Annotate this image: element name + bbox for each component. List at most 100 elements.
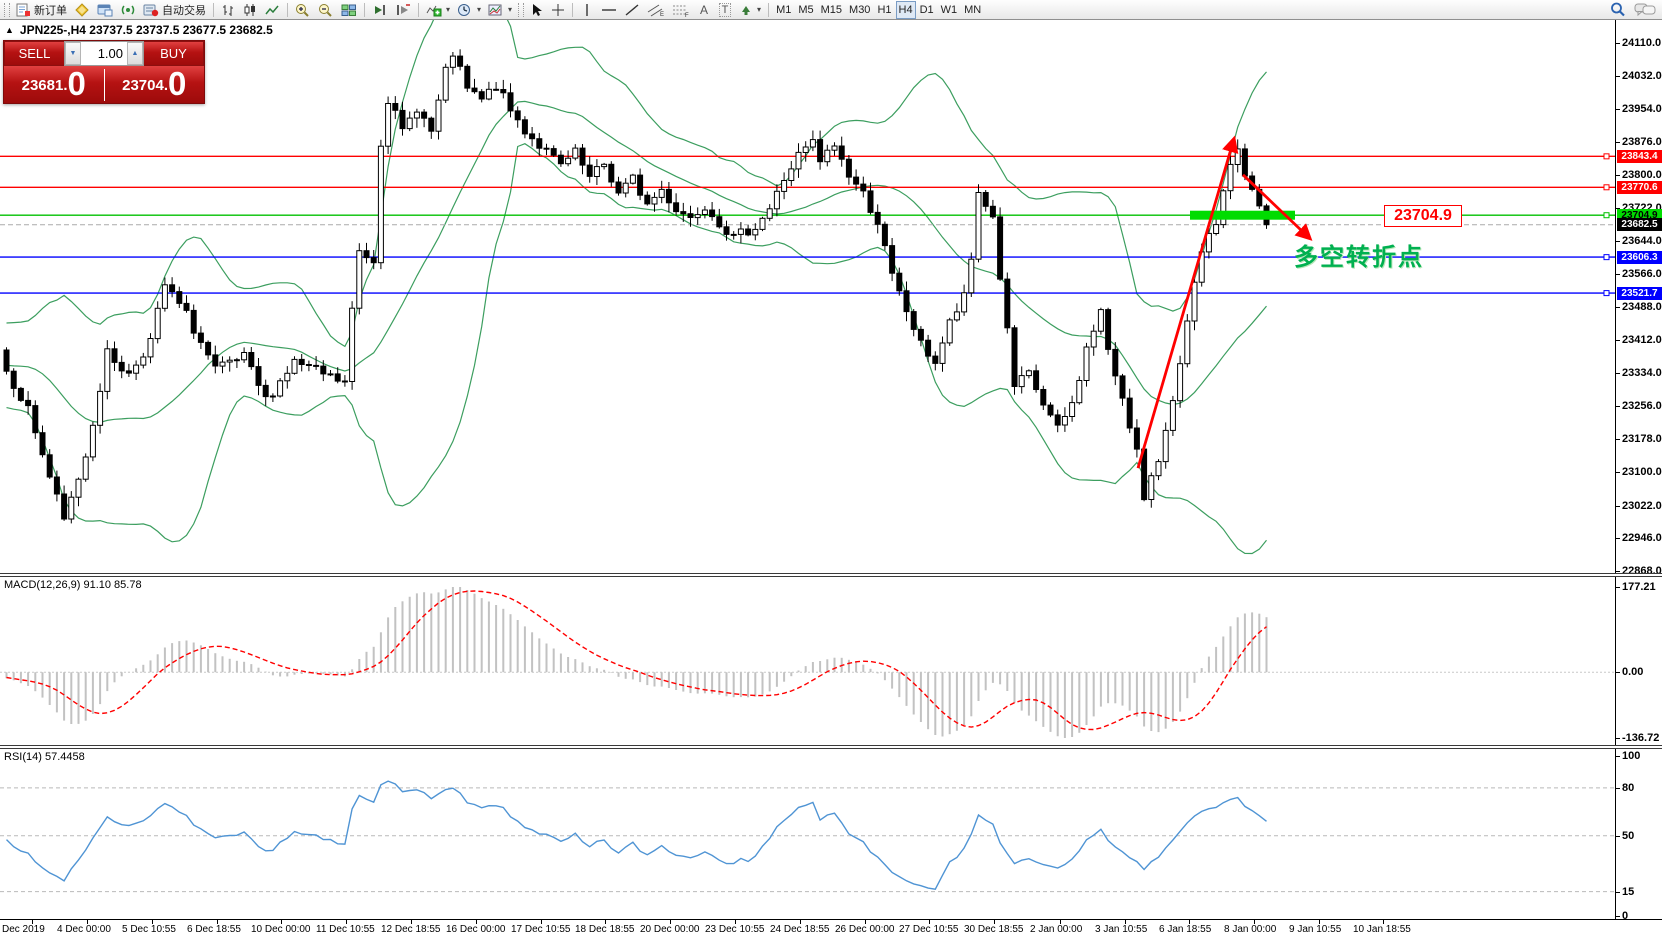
market-watch-icon	[97, 4, 113, 16]
buy-price-dot: .	[163, 76, 169, 94]
main-price-pane[interactable]	[0, 20, 1615, 573]
vertical-line-tool-button[interactable]	[577, 1, 597, 19]
price-tick-label: 23412.0	[1622, 333, 1662, 346]
timeframe-button-w1[interactable]: W1	[938, 1, 961, 19]
macd-pane[interactable]	[0, 577, 1615, 745]
arrows-tool-button[interactable]: ▾	[736, 1, 764, 19]
new-order-button[interactable]: 新订单	[13, 1, 70, 19]
toolbar-separator	[768, 2, 770, 17]
current-price-chip: 23682.5	[1617, 218, 1662, 232]
axis-tick-mark	[1616, 372, 1620, 374]
crosshair-icon	[552, 3, 565, 16]
metaeditor-button[interactable]	[71, 1, 93, 19]
search-icon[interactable]	[1610, 2, 1626, 17]
text-tool-button[interactable]: A	[694, 1, 714, 19]
chart-candles-button[interactable]	[240, 1, 261, 19]
axis-tick-mark	[1616, 109, 1620, 111]
toolbar-grip[interactable]	[4, 2, 10, 17]
trend-arrow-down[interactable]	[1242, 173, 1313, 241]
templates-button[interactable]: ▾	[485, 1, 515, 19]
auto-scroll-button[interactable]	[369, 1, 391, 19]
time-axis-label: 10 Jan 18:55	[1353, 924, 1411, 935]
fibonacci-tool-button[interactable]: F	[669, 1, 693, 19]
axis-tick-mark	[1616, 505, 1620, 507]
axis-tick-mark	[1616, 207, 1620, 209]
channel-tool-button[interactable]: E	[644, 1, 668, 19]
time-axis-label: 18 Dec 18:55	[575, 924, 635, 935]
price-axis[interactable]: 24110.024032.023954.023876.023800.023722…	[1615, 20, 1662, 922]
axis-tick-mark	[1616, 307, 1620, 309]
timeframe-button-mn[interactable]: MN	[961, 1, 984, 19]
fibonacci-icon: F	[673, 5, 689, 17]
toolbar-separator	[213, 2, 214, 17]
rsi-tick-label: 15	[1622, 885, 1635, 898]
dropdown-arrow-icon: ▾	[446, 5, 451, 14]
periods-button[interactable]: ▾	[454, 1, 484, 19]
symbol-collapse-icon[interactable]: ▲	[5, 25, 14, 35]
annotation-note[interactable]: 多空转折点	[1294, 243, 1424, 271]
dropdown-arrow-icon: ▾	[477, 5, 482, 14]
timeframe-button-m5[interactable]: M5	[795, 1, 816, 19]
horizontal-level-lines[interactable]	[0, 153, 1615, 297]
horizontal-line-icon	[602, 8, 617, 11]
sell-price[interactable]: 23681. 0	[4, 64, 105, 102]
time-axis-tick	[1254, 920, 1255, 924]
toolbar-grip[interactable]	[518, 2, 525, 17]
indicators-button[interactable]: ▾	[423, 1, 453, 19]
chat-icon[interactable]	[1634, 2, 1656, 17]
signals-button[interactable]	[117, 1, 139, 19]
chart-bars-button[interactable]	[218, 1, 239, 19]
timeframe-button-d1[interactable]: D1	[917, 1, 937, 19]
rsi-tick-label: 100	[1622, 750, 1641, 762]
chart-shift-button[interactable]	[392, 1, 414, 19]
volume-increase-button[interactable]: ▲	[127, 42, 143, 65]
trendline-tool-button[interactable]	[621, 1, 643, 19]
text-a-icon: A	[700, 2, 709, 17]
axis-tick-mark	[1616, 738, 1620, 739]
toolbar-separator	[418, 2, 419, 17]
price-tick-label: 23954.0	[1622, 103, 1662, 116]
crosshair-tool-button[interactable]	[548, 1, 568, 19]
axis-tick-mark	[1616, 142, 1620, 144]
zoom-in-button[interactable]	[292, 1, 314, 19]
axis-tick-mark	[1616, 787, 1620, 789]
sell-button[interactable]: SELL	[4, 41, 64, 66]
time-axis-label: 6 Jan 18:55	[1159, 924, 1212, 935]
volume-input[interactable]	[81, 42, 127, 65]
timeframe-button-m1[interactable]: M1	[773, 1, 794, 19]
price-tick-label: 23876.0	[1622, 136, 1662, 149]
toolbar-separator	[572, 2, 574, 17]
chart-line-button[interactable]	[262, 1, 283, 19]
candlestick-series	[3, 49, 1270, 524]
timeframe-button-h4[interactable]: H4	[895, 0, 916, 19]
horizontal-line-tool-button[interactable]	[598, 1, 620, 19]
timeframe-buttons: M1 M5 M15 M30 H1 H4 D1 W1 MN	[773, 0, 984, 19]
rsi-line	[6, 780, 1267, 890]
annotation-price-box[interactable]: 23704.9	[1384, 205, 1462, 228]
time-axis-label: 17 Dec 10:55	[511, 924, 571, 935]
sell-price-pips: 0	[67, 64, 86, 102]
autotrading-button[interactable]: 自动交易	[140, 1, 209, 19]
trend-arrow-up[interactable]	[1136, 135, 1239, 469]
cursor-tool-button[interactable]	[527, 1, 547, 19]
zoom-out-button[interactable]	[315, 1, 337, 19]
support-highlight-bar[interactable]	[1190, 210, 1295, 220]
price-tick-label: 23022.0	[1622, 499, 1662, 512]
time-axis-label: 16 Dec 00:00	[446, 924, 506, 935]
buy-button[interactable]: BUY	[144, 41, 204, 66]
rsi-pane[interactable]	[0, 748, 1615, 919]
volume-decrease-button[interactable]: ▼	[65, 42, 81, 65]
toolbar-separator	[287, 2, 288, 17]
timeframe-button-h1[interactable]: H1	[874, 1, 894, 19]
tile-windows-button[interactable]	[338, 1, 360, 19]
market-watch-button[interactable]	[94, 1, 116, 19]
timeframe-button-m30[interactable]: M30	[846, 1, 873, 19]
time-axis-label: 3 Jan 10:55	[1095, 924, 1148, 935]
buy-price[interactable]: 23704. 0	[105, 67, 205, 101]
timeframe-button-m15[interactable]: M15	[818, 1, 845, 19]
pane-splitter[interactable]	[0, 745, 1662, 749]
time-axis[interactable]: Dec 2019 4 Dec 00:00 5 Dec 10:55 6 Dec 18:5…	[0, 919, 1662, 939]
pane-splitter[interactable]	[0, 573, 1662, 577]
time-axis-tick	[346, 920, 347, 924]
text-label-tool-button[interactable]: T	[715, 1, 735, 19]
